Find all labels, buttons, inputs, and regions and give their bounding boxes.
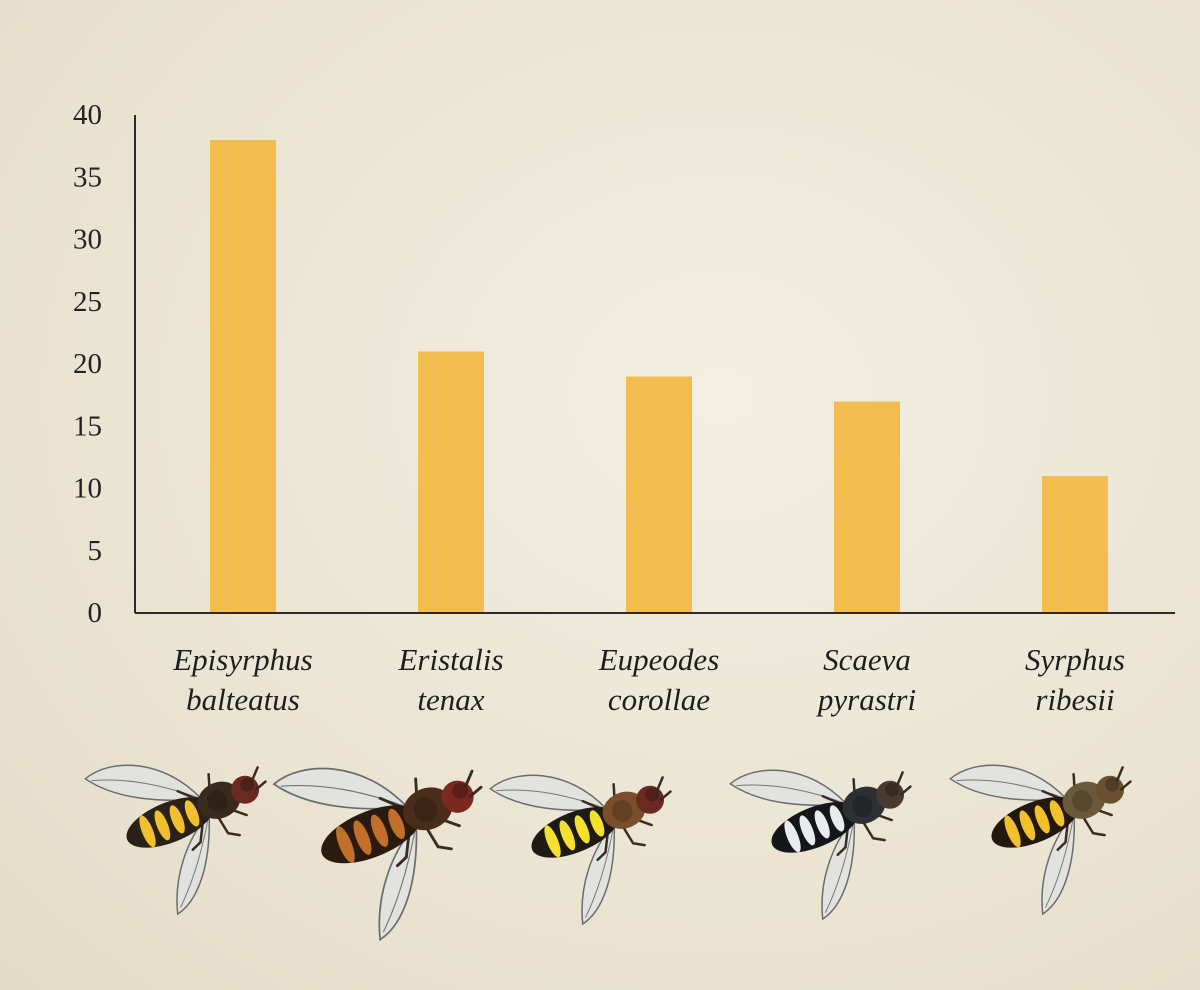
x-category-label-scaeva-pyrastri-1: Scaeva [823, 642, 911, 677]
x-category-label-episyrphus-balteatus-2: balteatus [186, 682, 300, 717]
y-tick-label-10: 10 [73, 473, 102, 505]
bar-eupeodes-corollae [626, 376, 692, 613]
hoverfly-episyrphus-balteatus-icon [84, 764, 267, 916]
bars [210, 139, 1108, 613]
hoverfly-illustrations [84, 764, 1132, 942]
bar-eristalis-tenax [418, 351, 484, 613]
x-category-label-eristalis-tenax-1: Eristalis [397, 642, 503, 677]
bar-episyrphus-balteatus [210, 139, 276, 613]
y-axis-ticks: 0 5 10 15 20 25 30 35 40 [73, 99, 102, 629]
hoverfly-scaeva-pyrastri-icon [729, 769, 912, 921]
x-category-label-eupeodes-corollae-2: corollae [608, 682, 710, 717]
x-category-label-syrphus-ribesii-2: ribesii [1035, 682, 1114, 717]
y-tick-label-0: 0 [88, 597, 103, 629]
hoverfly-eupeodes-corollae-icon [489, 774, 672, 926]
x-category-label-episyrphus-balteatus-1: Episyrphus [172, 642, 313, 677]
y-tick-label-30: 30 [73, 224, 102, 256]
y-tick-label-25: 25 [73, 286, 102, 318]
hoverfly-eristalis-tenax-icon [272, 767, 483, 942]
bar-scaeva-pyrastri [834, 401, 900, 613]
y-tick-label-15: 15 [73, 410, 102, 442]
x-category-label-syrphus-ribesii-1: Syrphus [1025, 642, 1125, 677]
bar-syrphus-ribesii [1042, 476, 1108, 613]
y-tick-label-35: 35 [73, 161, 102, 193]
x-category-label-eristalis-tenax-2: tenax [417, 682, 484, 717]
x-category-label-eupeodes-corollae-1: Eupeodes [598, 642, 720, 677]
category-labels: Episyrphus balteatus Eristalis tenax Eupeode… [172, 642, 1125, 717]
y-tick-label-20: 20 [73, 348, 102, 380]
y-tick-label-5: 5 [88, 535, 103, 567]
x-category-label-scaeva-pyrastri-2: pyrastri [816, 682, 916, 717]
y-tick-label-40: 40 [73, 99, 102, 131]
hoverfly-syrphus-ribesii-icon [949, 764, 1132, 916]
